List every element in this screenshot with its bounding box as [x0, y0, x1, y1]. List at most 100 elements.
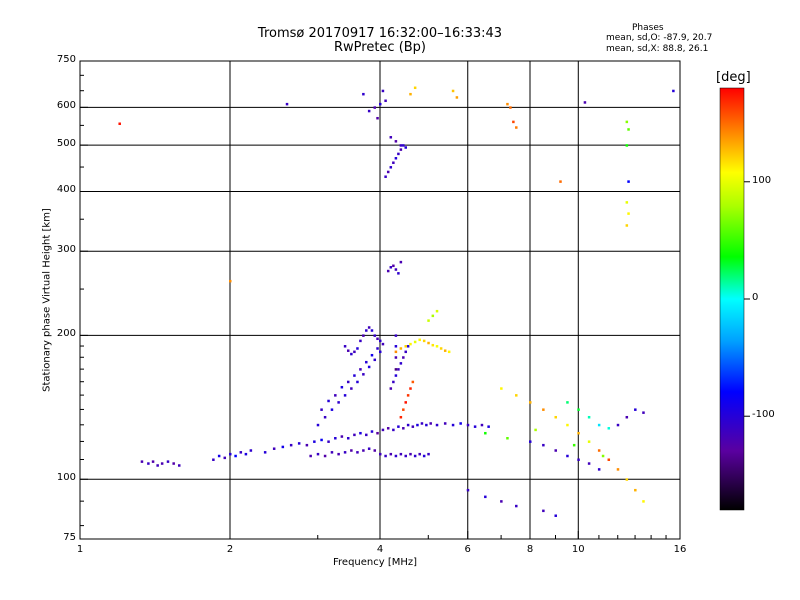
data-point	[337, 401, 340, 404]
data-point	[160, 462, 164, 465]
data-point	[443, 422, 447, 425]
x-tick-label: 2	[226, 544, 234, 555]
data-point	[534, 428, 537, 432]
y-tick-label: 200	[56, 328, 76, 340]
data-point	[223, 456, 227, 460]
y-tick-label: 100	[56, 472, 76, 484]
y-tick-label: 500	[56, 138, 76, 150]
data-point	[451, 89, 455, 93]
y-tick-label: 600	[56, 100, 76, 112]
data-point	[376, 347, 379, 350]
data-point	[394, 374, 398, 377]
data-point	[542, 408, 545, 411]
data-point	[411, 380, 415, 384]
data-point	[455, 96, 459, 99]
data-point	[587, 462, 591, 465]
data-point	[402, 408, 405, 411]
data-point	[413, 86, 417, 90]
data-point	[616, 468, 620, 471]
data-point	[381, 89, 385, 93]
chart-subtitle: RwPretec (Bp)	[333, 40, 427, 55]
data-point	[439, 347, 443, 350]
data-point	[394, 345, 398, 348]
data-point	[487, 425, 490, 428]
data-point	[420, 422, 424, 425]
data-point	[583, 101, 587, 104]
data-point	[394, 157, 398, 160]
data-point	[634, 408, 637, 411]
data-point	[577, 408, 580, 411]
x-tick-label: 4	[376, 544, 384, 555]
data-point	[625, 478, 629, 481]
data-point	[634, 488, 637, 492]
data-point	[616, 423, 620, 427]
data-point	[566, 423, 569, 427]
data-point	[367, 447, 371, 450]
data-point	[394, 140, 398, 143]
data-point	[394, 334, 398, 337]
data-point	[263, 451, 267, 454]
y-axis-label: Stationary phase Virtual Height [km]	[41, 208, 53, 392]
data-point	[404, 454, 407, 458]
data-point	[239, 451, 243, 454]
data-point	[394, 356, 398, 359]
data-point	[356, 380, 359, 384]
data-point	[399, 144, 403, 147]
data-point	[427, 341, 430, 345]
data-point	[397, 368, 400, 371]
data-point	[365, 433, 368, 437]
data-point	[459, 422, 462, 425]
data-point	[373, 334, 377, 337]
data-point	[330, 408, 334, 411]
data-point	[542, 443, 545, 447]
grid-lines	[80, 61, 680, 539]
data-point	[376, 337, 379, 341]
data-point	[413, 340, 417, 344]
data-point	[500, 500, 503, 503]
data-point	[435, 309, 439, 313]
data-point	[607, 427, 611, 430]
data-point	[566, 401, 569, 404]
data-point	[346, 349, 350, 352]
data-point	[392, 428, 395, 432]
x-tick-label: 10	[571, 544, 585, 555]
data-point	[466, 423, 470, 427]
data-point	[627, 128, 630, 131]
data-point	[320, 408, 323, 411]
phase-stats-o-mode: mean, sd,O: -87.9, 20.7	[606, 33, 713, 43]
data-point	[473, 425, 477, 428]
data-point	[406, 423, 410, 427]
data-point	[350, 387, 353, 390]
data-point	[359, 368, 362, 371]
data-point	[389, 387, 393, 390]
data-point	[343, 345, 347, 348]
data-point	[359, 339, 362, 343]
data-point	[435, 423, 439, 427]
data-point	[625, 120, 629, 124]
data-point	[404, 401, 407, 404]
data-point	[402, 356, 405, 359]
colorbar	[719, 87, 745, 511]
data-point	[409, 342, 412, 346]
data-point	[285, 102, 289, 106]
data-point	[413, 454, 417, 458]
data-point	[229, 279, 232, 283]
data-point	[447, 350, 451, 354]
data-point	[397, 272, 400, 275]
data-point	[327, 440, 330, 443]
data-point	[330, 451, 334, 454]
data-point	[577, 431, 580, 435]
data-point	[625, 415, 629, 419]
data-point	[362, 373, 365, 376]
data-point	[404, 146, 407, 149]
data-point	[392, 380, 395, 384]
data-point	[370, 353, 374, 357]
data-point	[529, 440, 532, 443]
data-point	[370, 329, 374, 332]
data-point	[379, 339, 382, 343]
data-point	[353, 374, 356, 377]
colorbar-ticks	[744, 181, 750, 417]
data-point	[597, 449, 601, 452]
data-point	[373, 358, 377, 362]
data-point	[587, 415, 591, 419]
